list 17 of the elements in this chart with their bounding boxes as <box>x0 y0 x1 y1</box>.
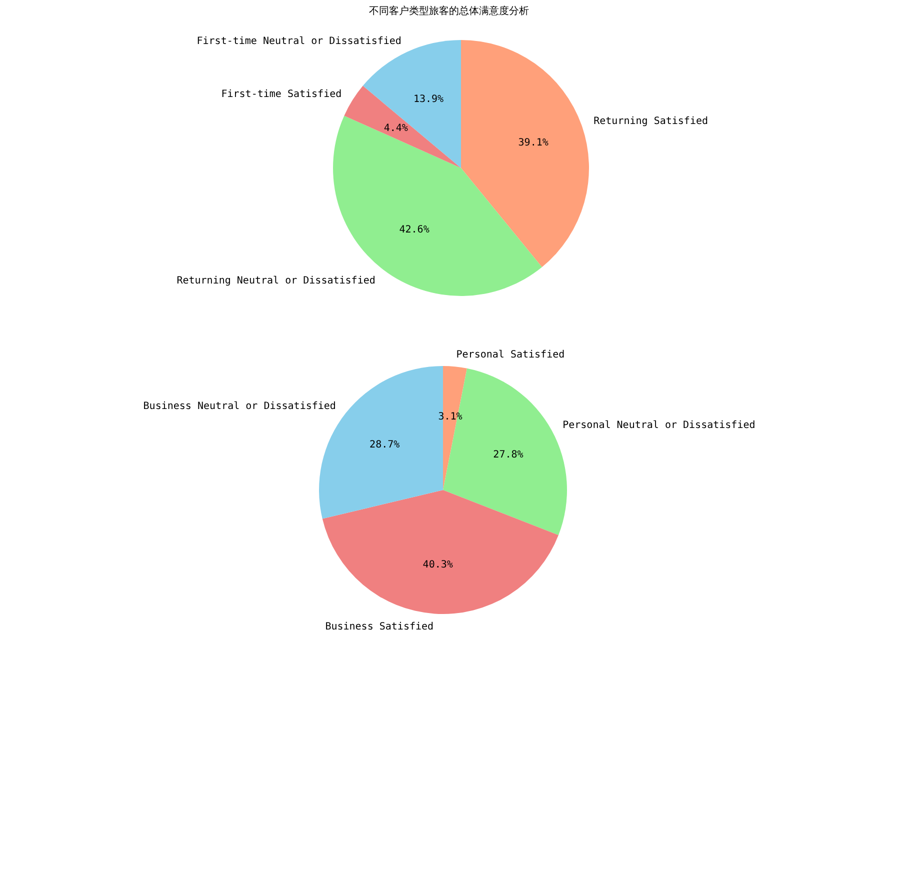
data-label: 28.7% <box>370 439 400 450</box>
data-label: 39.1% <box>518 138 548 149</box>
slice-label: Personal Neutral or Dissatisfied <box>562 420 756 431</box>
data-label: 3.1% <box>438 411 462 422</box>
slice-label: Business Satisfied <box>325 622 434 633</box>
slice-label: First-time Satisfied <box>221 88 342 100</box>
data-label: 27.8% <box>493 450 524 461</box>
slice-label: First-time Neutral or Dissatisfied <box>196 36 402 47</box>
chart-title: 不同客户类型旅客的总体满意度分析 <box>369 5 529 17</box>
data-label: 4.4% <box>384 122 408 134</box>
slice-label: Returning Neutral or Dissatisfied <box>176 275 376 286</box>
data-label: 40.3% <box>422 560 453 571</box>
slice-label: Business Neutral or Dissatisfied <box>143 400 336 412</box>
slice-label: Personal Satisfied <box>456 350 565 361</box>
data-label: 42.6% <box>399 224 430 236</box>
slice-label: Returning Satisfied <box>594 116 708 128</box>
data-label: 13.9% <box>413 94 444 105</box>
